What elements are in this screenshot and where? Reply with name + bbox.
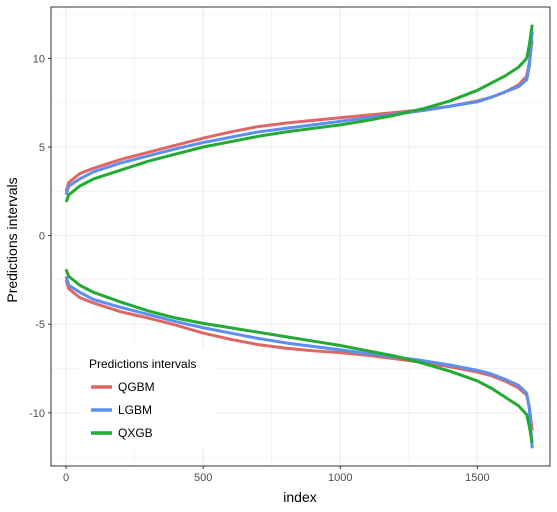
y-tick-label: 10 xyxy=(33,53,45,65)
series-line-lgbm-lower xyxy=(64,275,534,449)
series-line-qgbm-lower xyxy=(64,279,534,431)
x-tick-label: 1500 xyxy=(465,472,489,484)
y-axis-title: Predictions intervals xyxy=(4,177,20,302)
y-tick-label: -5 xyxy=(35,319,45,331)
x-tick-label: 0 xyxy=(63,472,69,484)
legend: Predictions intervals QGBM LGBM QXGB xyxy=(79,348,215,448)
legend-label-qgbm: QGBM xyxy=(118,380,155,394)
y-tick-label: 0 xyxy=(39,231,45,243)
series-line-qxgb-lower xyxy=(64,268,534,444)
x-axis-title: index xyxy=(283,489,316,505)
plot-panel-border xyxy=(50,6,551,467)
y-axis-ticks: -10 -5 0 5 10 xyxy=(29,53,51,420)
y-tick-label: -10 xyxy=(29,408,45,420)
y-tick-label: 5 xyxy=(39,142,45,154)
series-line-qxgb-upper xyxy=(64,24,534,203)
series-layer xyxy=(64,24,534,449)
x-tick-label: 500 xyxy=(194,472,212,484)
series-line-lgbm-upper xyxy=(64,31,534,196)
legend-label-lgbm: LGBM xyxy=(118,403,152,417)
x-axis-ticks: 0 500 1000 1500 xyxy=(63,466,490,484)
legend-entries: QGBM LGBM QXGB xyxy=(91,380,155,440)
legend-label-qxgb: QXGB xyxy=(118,426,153,440)
legend-title: Predictions intervals xyxy=(89,357,196,371)
x-tick-label: 1000 xyxy=(328,472,352,484)
